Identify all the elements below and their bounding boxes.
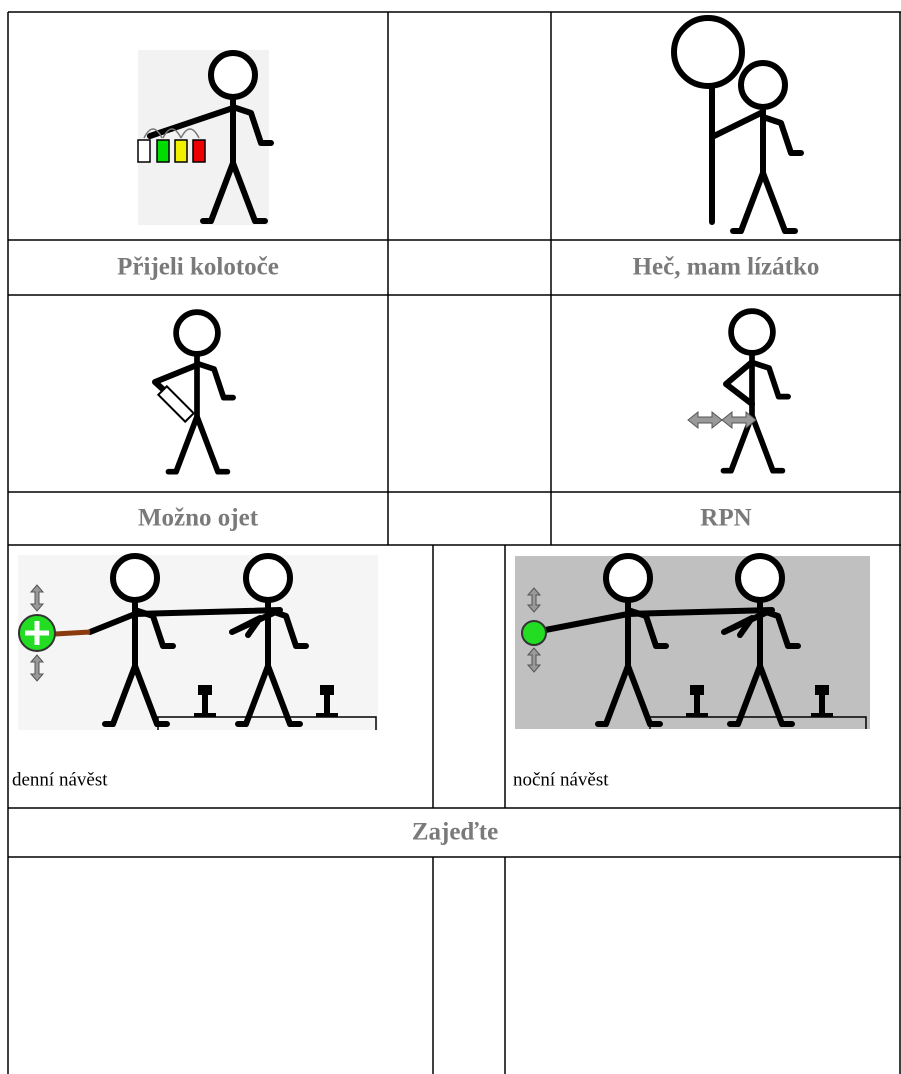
pictogram-rpn <box>687 311 788 471</box>
caption: noční návěst <box>513 769 609 790</box>
table-borders <box>7 11 901 1074</box>
cell-label: RPN <box>700 505 751 532</box>
cell-label: Možno ojet <box>138 505 259 532</box>
cell-label: Přijeli kolotoče <box>117 254 279 281</box>
pictogram-day-signal <box>18 555 378 730</box>
pictogram-drive-off <box>152 312 233 472</box>
caption: denní návěst <box>12 769 108 790</box>
pictogram-carousel <box>137 50 271 225</box>
heading: Zajeďte <box>412 819 498 846</box>
pictogram-night-signal <box>515 556 870 729</box>
cell-label: Heč, mam lízátko <box>633 254 820 281</box>
pictogram-lollipop <box>671 15 801 231</box>
